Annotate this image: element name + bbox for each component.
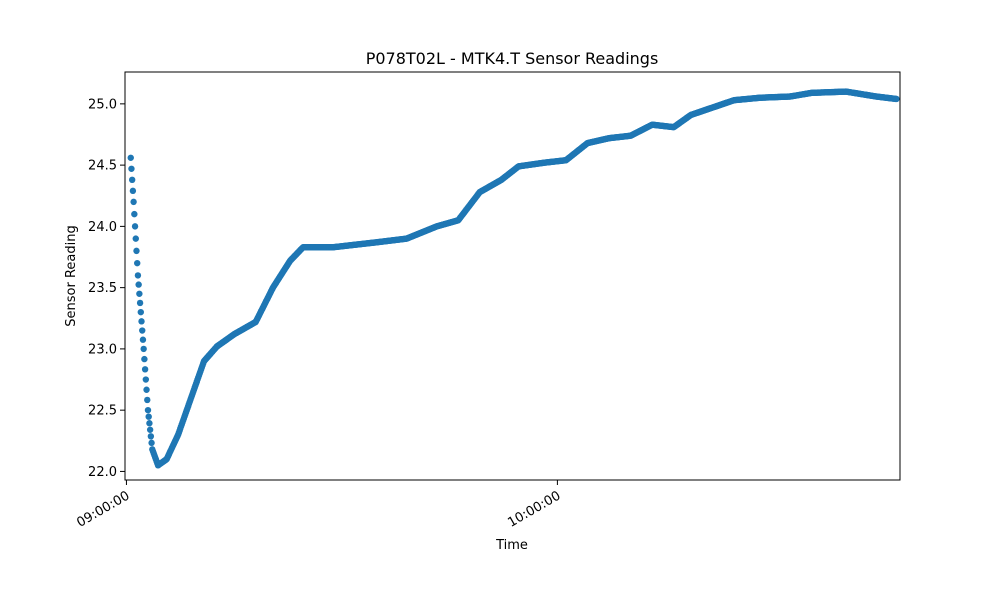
data-point (141, 366, 149, 373)
y-tick-label: 22.5 (88, 404, 117, 419)
data-point (135, 281, 142, 288)
data-point (134, 272, 142, 279)
data-point (147, 433, 155, 440)
data-point (139, 327, 146, 334)
data-point (145, 413, 152, 420)
data-point (893, 95, 900, 103)
data-point (127, 154, 134, 161)
data-point (131, 223, 139, 230)
data-point (128, 176, 136, 184)
data-point (133, 247, 140, 255)
y-axis-ticks: 22.0 22.5 23.0 23.5 24.0 24.5 25.0 (88, 97, 125, 480)
y-tick-label: 23.5 (88, 281, 117, 296)
y-tick-label: 22.0 (88, 465, 117, 480)
chart-title: P078T02L - MTK4.T Sensor Readings (366, 49, 659, 68)
data-point (134, 259, 141, 267)
data-point (137, 308, 144, 316)
y-axis-label: Sensor Reading (64, 225, 79, 326)
data-point (130, 198, 137, 206)
data-point (136, 299, 144, 307)
data-point (144, 406, 152, 414)
data-point (143, 386, 150, 393)
data-point (136, 290, 143, 297)
data-point (129, 187, 137, 195)
data-points (127, 88, 900, 469)
x-axis-label: Time (495, 538, 528, 553)
data-point (132, 235, 139, 242)
plot-frame (124, 71, 901, 481)
y-tick-label: 24.0 (88, 220, 117, 235)
data-point (131, 210, 138, 218)
data-point (128, 165, 135, 172)
data-point (144, 396, 151, 404)
y-tick-label: 25.0 (88, 97, 117, 112)
data-point (142, 376, 150, 383)
data-point (146, 426, 154, 433)
data-point (140, 345, 147, 353)
data-point (146, 420, 153, 427)
data-point (138, 318, 145, 325)
y-tick-label: 23.0 (88, 342, 117, 357)
data-point (148, 439, 155, 447)
y-tick-label: 24.5 (88, 159, 117, 174)
data-point (141, 355, 148, 363)
data-point (139, 336, 147, 343)
